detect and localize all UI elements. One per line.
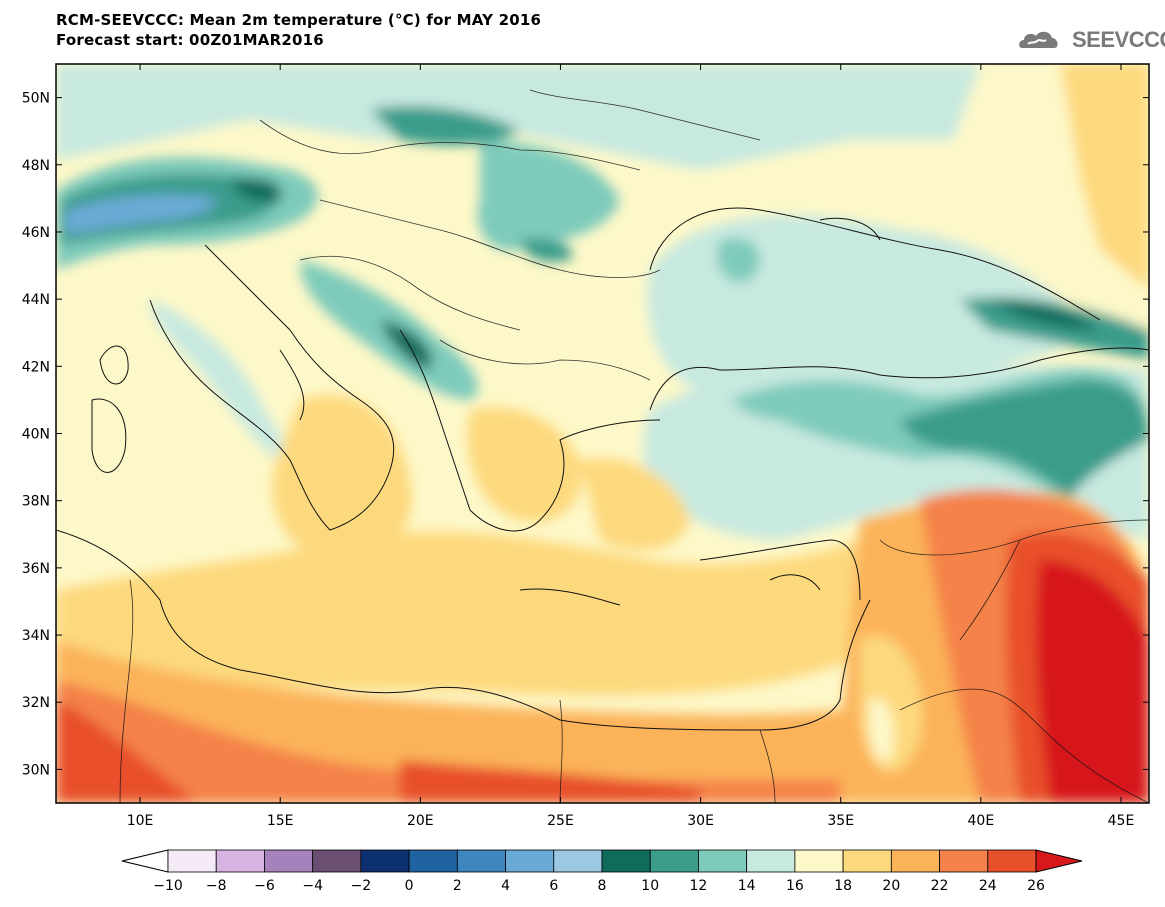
- colorbar-swatch: [360, 849, 410, 873]
- lat-tick-label: 40N: [22, 427, 50, 443]
- title-line-2: Forecast start: 00Z01MAR2016: [56, 31, 324, 49]
- colorbar-level-label: 20: [882, 878, 900, 894]
- lat-tick-label: 38N: [22, 494, 50, 510]
- colorbar-swatch: [890, 849, 940, 873]
- lat-tick-label: 46N: [22, 225, 50, 241]
- lon-tick-label: 40E: [968, 813, 995, 829]
- colorbar-swatch: [842, 849, 892, 873]
- lon-tick-label: 10E: [127, 813, 154, 829]
- colorbar-level-label: 16: [786, 878, 804, 894]
- colorbar-level-label: −2: [351, 878, 372, 894]
- colorbar-swatch: [698, 849, 748, 873]
- temperature-field: [56, 64, 1149, 803]
- lat-tick-label: 34N: [22, 628, 50, 644]
- lat-axis: 50N 48N 46N 44N 42N 40N 38N 36N 34N 32N 30N: [22, 91, 1149, 778]
- colorbar-swatch: [939, 849, 989, 873]
- colorbar-level-label: 0: [405, 878, 414, 894]
- colorbar-swatch: [215, 849, 265, 873]
- colorbar-swatch: [408, 849, 458, 873]
- colorbar-level-label: −4: [302, 878, 323, 894]
- lat-tick-label: 30N: [22, 762, 50, 778]
- lon-tick-label: 30E: [687, 813, 714, 829]
- colorbar-swatch: [456, 849, 506, 873]
- country-borders: [119, 89, 1149, 803]
- colorbar-level-label: 10: [641, 878, 659, 894]
- colorbar-swatch: [505, 849, 555, 873]
- colorbar-swatch: [312, 849, 362, 873]
- colorbar-swatch: [794, 849, 844, 873]
- coastlines: [56, 207, 1149, 731]
- colorbar-swatch: [649, 849, 699, 873]
- colorbar-swatch: [264, 849, 314, 873]
- colorbar-level-label: 24: [979, 878, 997, 894]
- lat-tick-label: 48N: [22, 158, 50, 174]
- colorbar-level-label: 6: [549, 878, 558, 894]
- lon-tick-label: 45E: [1108, 813, 1135, 829]
- lon-axis: 10E 15E 20E 25E 30E 35E 40E 45E: [127, 64, 1135, 829]
- colorbar-level-label: 18: [834, 878, 852, 894]
- colorbar-level-label: −10: [153, 878, 183, 894]
- colorbar-level-label: 26: [1027, 878, 1045, 894]
- logo-text: SEEVCCC: [1072, 27, 1165, 52]
- lat-tick-label: 32N: [22, 695, 50, 711]
- colorbar-over-arrow: [1035, 849, 1083, 873]
- lat-tick-label: 44N: [22, 292, 50, 308]
- colorbar-swatch: [167, 849, 217, 873]
- colorbar: −10 −8 −6 −4 −2 0 2 4 6 8 10 12 14 16 18 20 22 24 26: [121, 849, 1083, 894]
- colorbar-swatch: [553, 849, 603, 873]
- lon-tick-label: 15E: [267, 813, 294, 829]
- colorbar-level-label: 12: [690, 878, 708, 894]
- colorbar-level-label: 14: [738, 878, 756, 894]
- lon-tick-label: 35E: [827, 813, 854, 829]
- lat-tick-label: 36N: [22, 561, 50, 577]
- colorbar-swatch: [746, 849, 796, 873]
- colorbar-level-label: 4: [501, 878, 510, 894]
- colorbar-level-label: −6: [254, 878, 275, 894]
- lat-tick-label: 42N: [22, 359, 50, 375]
- colorbar-level-label: −8: [206, 878, 227, 894]
- colorbar-level-label: 2: [453, 878, 462, 894]
- colorbar-swatch: [601, 849, 651, 873]
- seevccc-logo-icon: [1019, 31, 1058, 48]
- colorbar-swatch: [987, 849, 1037, 873]
- map-title: RCM-SEEVCCC: Mean 2m temperature (°C) fo…: [56, 10, 541, 50]
- colorbar-under-arrow: [121, 849, 169, 873]
- colorbar-level-label: 22: [931, 878, 949, 894]
- lat-tick-label: 50N: [22, 91, 50, 107]
- title-line-1: RCM-SEEVCCC: Mean 2m temperature (°C) fo…: [56, 11, 542, 29]
- lon-tick-label: 20E: [407, 813, 434, 829]
- lon-tick-label: 25E: [547, 813, 574, 829]
- colorbar-level-label: 8: [598, 878, 607, 894]
